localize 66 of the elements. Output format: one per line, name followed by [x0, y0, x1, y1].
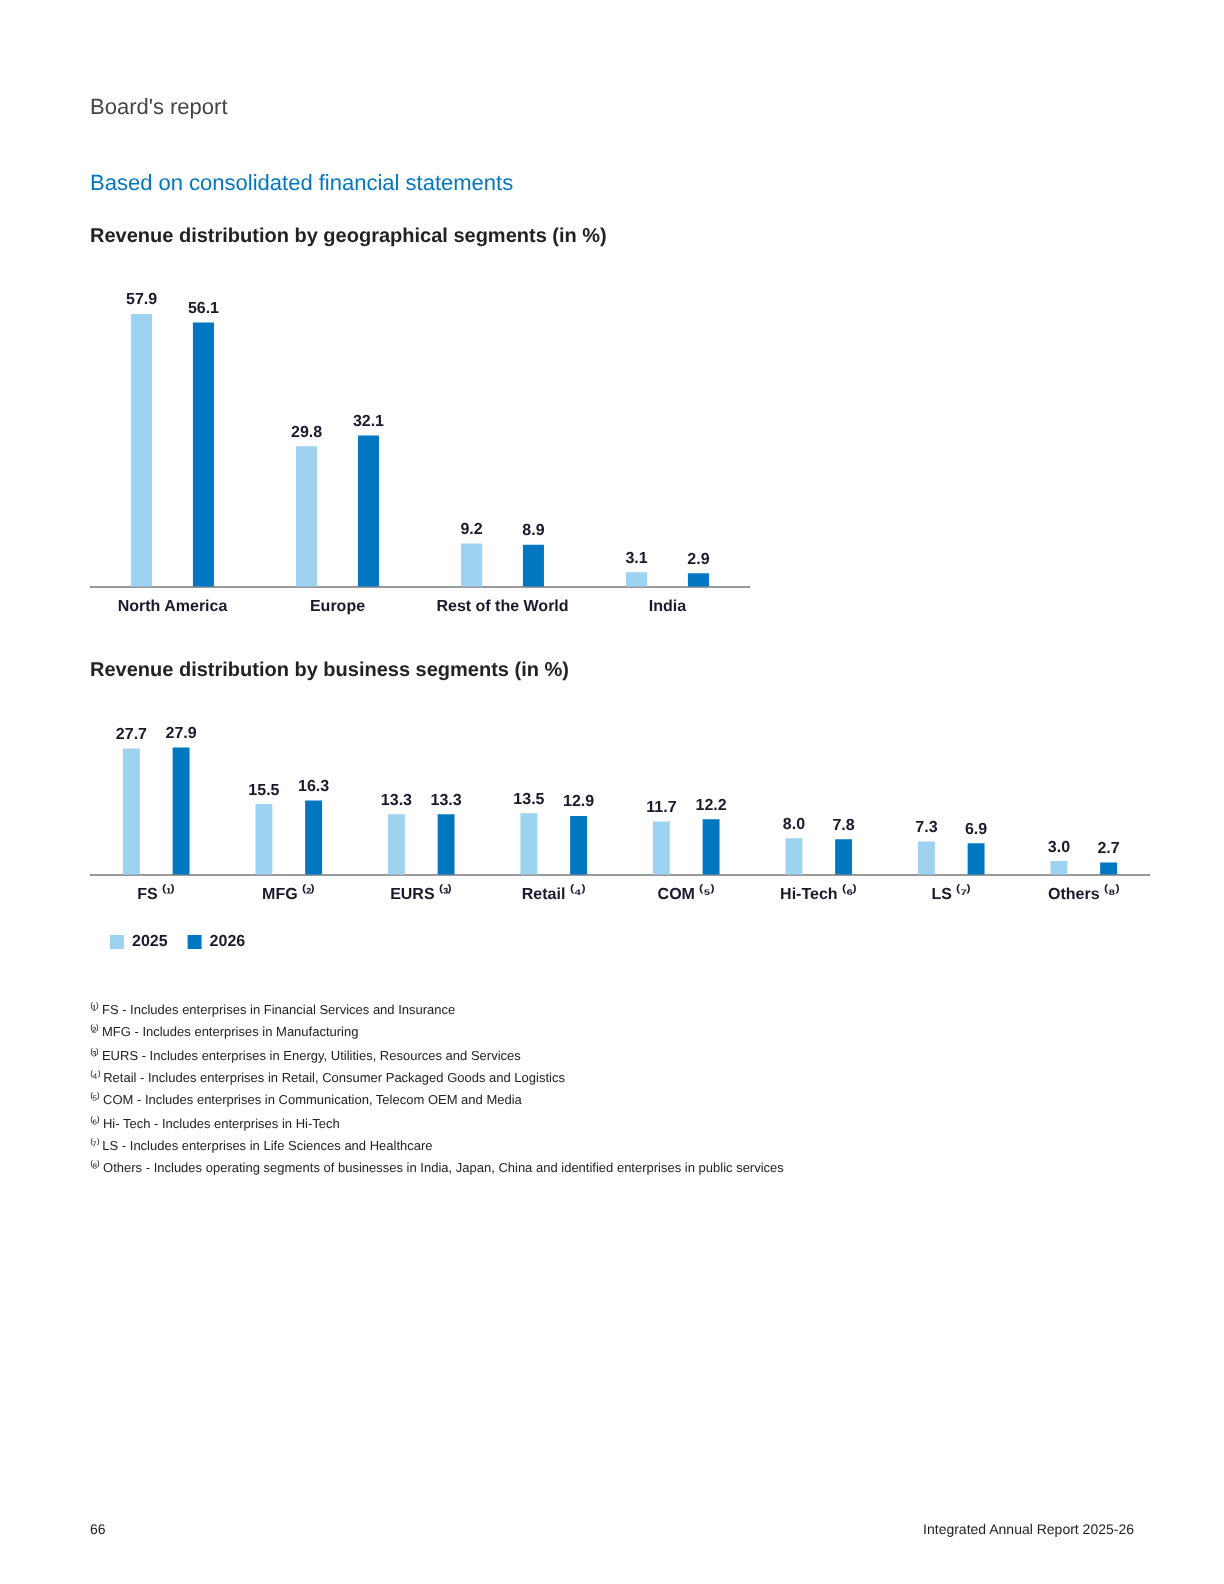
text: Board's report: [90, 96, 228, 120]
bar: [570, 815, 588, 875]
data-label: 56.1: [187, 298, 221, 317]
x-tick-label: India: [648, 596, 688, 615]
bar: [652, 821, 670, 875]
bar: [626, 572, 648, 587]
data-label: 27.7: [115, 724, 149, 743]
bar: [702, 819, 720, 875]
x-tick-label: COM ⁽⁵⁾: [657, 882, 715, 903]
data-label: 3.1: [625, 548, 649, 567]
x-tick-label: EURS ⁽³⁾: [390, 882, 453, 903]
bar: [387, 814, 405, 875]
data-label: 13.3: [380, 790, 414, 809]
data-label: 9.2: [460, 519, 484, 538]
bar: [520, 813, 538, 875]
data-label: 57.9: [125, 290, 159, 309]
bar: [192, 322, 214, 587]
data-label: 8.9: [522, 521, 546, 540]
x-tick-label: Retail ⁽⁴⁾: [521, 882, 586, 903]
data-label: 7.8: [832, 815, 856, 834]
text: Based on consolidated financial statements: [90, 172, 514, 196]
chart-title: Revenue distribution by business segments (in %): [90, 660, 569, 682]
bar: [255, 804, 273, 875]
data-label: 2.9: [687, 549, 711, 568]
legend-label: 2025: [132, 932, 169, 951]
bar: [522, 544, 544, 587]
x-tick-label: LS ⁽⁷⁾: [931, 882, 971, 903]
bar: [172, 747, 190, 875]
data-label: 27.9: [165, 723, 198, 742]
data-label: 12.2: [695, 795, 728, 814]
data-label: 3.0: [1047, 837, 1072, 856]
legend-label: 2026: [209, 932, 247, 951]
x-tick-label: Others ⁽⁸⁾: [1047, 882, 1120, 903]
x-tick-label: MFG ⁽²⁾: [262, 882, 316, 903]
bar: [1100, 862, 1118, 875]
data-label: 8.0: [782, 814, 807, 833]
data-label: 11.7: [646, 797, 678, 816]
bar: [296, 446, 318, 587]
data-label: 32.1: [352, 411, 386, 430]
data-label: 6.9: [964, 819, 989, 838]
data-label: 12.9: [563, 792, 596, 811]
x-tick-label: Hi-Tech ⁽⁶⁾: [780, 882, 858, 903]
bar: [687, 573, 709, 587]
bar: [835, 839, 853, 875]
bar: [131, 313, 153, 587]
bar: [357, 435, 379, 587]
bar: [305, 800, 323, 875]
chart-title: Revenue distribution by geographical segments (in %): [90, 226, 607, 248]
data-label: 13.5: [513, 789, 546, 808]
bar: [437, 814, 455, 875]
data-label: 2.7: [1097, 838, 1121, 857]
data-label: 13.3: [430, 790, 463, 809]
bar: [917, 841, 935, 875]
data-label: 16.3: [298, 776, 331, 795]
bar: [122, 748, 140, 875]
bar: [967, 843, 985, 875]
bar: [461, 543, 483, 587]
bar: [785, 838, 803, 875]
x-tick-label: North America: [117, 596, 229, 615]
data-label: 15.5: [248, 780, 281, 799]
bar: [1050, 861, 1068, 875]
data-label: 29.8: [290, 422, 324, 441]
x-tick-label: FS ⁽¹⁾: [137, 882, 176, 903]
data-label: 7.3: [915, 817, 939, 836]
x-tick-label: Europe: [309, 596, 367, 615]
x-tick-label: Rest of the World: [436, 596, 569, 615]
